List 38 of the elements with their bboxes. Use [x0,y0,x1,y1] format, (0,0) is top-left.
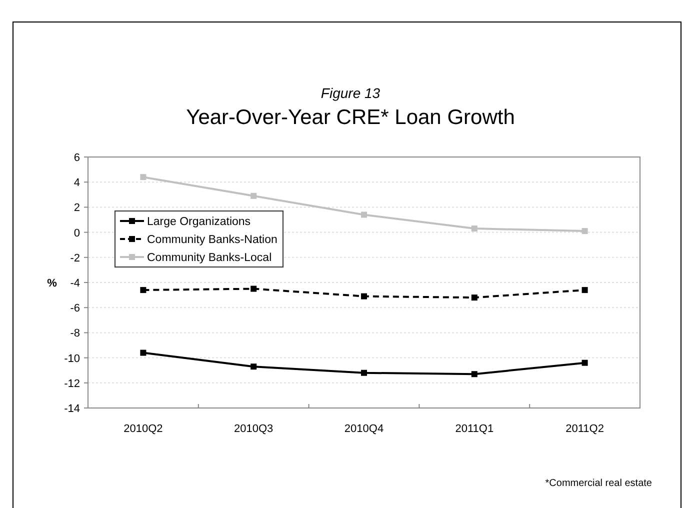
y-tick-label: -10 [64,352,80,365]
y-tick-label: -14 [64,403,80,415]
y-tick-label: 6 [74,152,80,164]
point [471,294,478,301]
legend-label: Community Banks-Nation [147,234,278,246]
point [250,364,257,370]
y-tick-label: 0 [74,227,80,240]
point [471,226,478,232]
x-tick-label: 2011Q2 [566,423,604,435]
point [361,370,367,376]
y-tick-label: 2 [74,202,80,214]
x-tick-label: 2011Q1 [455,423,494,435]
point [582,228,588,234]
y-axis-title: % [47,278,58,290]
y-tick-label: 4 [74,177,80,190]
point [140,174,146,180]
y-tick-label: -2 [70,252,80,264]
y-tick-label: -8 [70,328,80,340]
point [582,360,588,366]
y-tick-label: -6 [70,302,80,315]
chart-subtitle: Figure 13 [320,85,380,101]
y-tick-label: -12 [64,378,80,390]
legend-label: Community Banks-Local [147,252,272,264]
x-tick-label: 2010Q2 [124,423,163,435]
x-tick-label: 2010Q4 [344,423,384,435]
point [250,192,257,199]
x-tick-label: 2010Q3 [234,423,274,435]
point [140,287,146,294]
point [250,286,257,292]
point [361,293,367,300]
point [582,287,588,294]
legend-label: Large Organizations [147,216,251,228]
chart-title: Year-Over-Year CRE* Loan Growth [186,106,515,129]
point [140,350,146,356]
text: *Commercial real estate [545,478,652,489]
y-tick-label: -4 [70,278,80,290]
point [361,212,367,218]
point [471,371,478,378]
